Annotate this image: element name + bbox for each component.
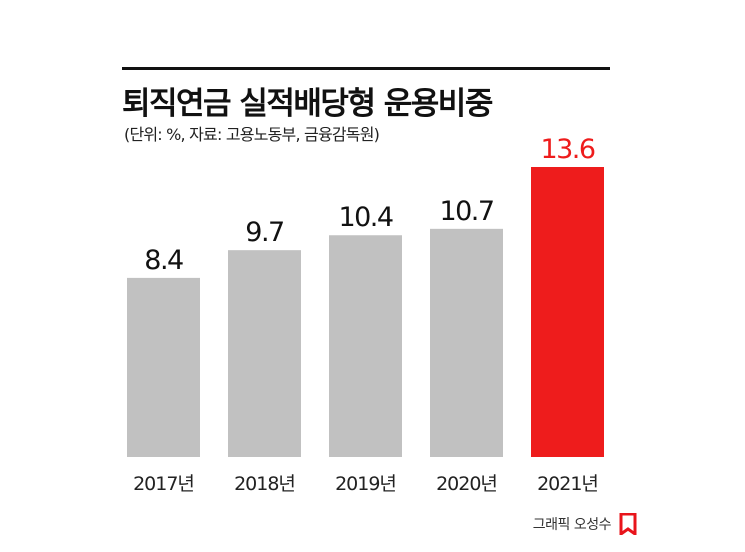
bar-2021년 <box>531 167 604 457</box>
value-label-2017년: 8.4 <box>144 245 183 276</box>
category-label-2020년: 2020년 <box>436 473 497 495</box>
value-label-2020년: 10.7 <box>439 196 493 227</box>
category-label-2018년: 2018년 <box>234 473 295 495</box>
bar-2020년 <box>430 228 503 457</box>
graphic-credit: 그래픽 오성수 <box>533 513 637 535</box>
category-label-2021년: 2021년 <box>537 473 598 495</box>
bar-2019년 <box>329 235 402 457</box>
value-label-2021년: 13.6 <box>540 134 594 165</box>
chart-subtitle: (단위: %, 자료: 고용노동부, 금융감독원) <box>124 125 380 144</box>
bar-2018년 <box>228 250 301 457</box>
value-label-2018년: 9.7 <box>245 217 283 248</box>
chart-title: 퇴직연금 실적배당형 운용비중 <box>122 86 493 122</box>
top-rule <box>122 67 610 70</box>
bar-2017년 <box>127 277 200 457</box>
credit-text: 그래픽 오성수 <box>532 517 612 533</box>
value-label-2019년: 10.4 <box>338 202 392 233</box>
newspaper-logo-icon <box>619 513 637 535</box>
category-label-2017년: 2017년 <box>133 473 194 495</box>
category-label-2019년: 2019년 <box>335 473 396 495</box>
